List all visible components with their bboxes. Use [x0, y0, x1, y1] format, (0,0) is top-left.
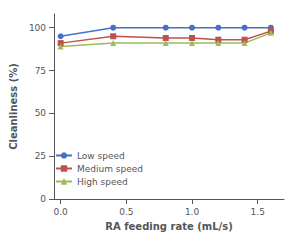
svg-text:75: 75	[35, 66, 46, 76]
svg-text:1.0: 1.0	[185, 207, 200, 217]
svg-text:50: 50	[35, 108, 47, 118]
svg-text:25: 25	[35, 151, 46, 161]
svg-text:0.5: 0.5	[119, 207, 133, 217]
svg-text:Cleanliness (%): Cleanliness (%)	[8, 63, 19, 150]
svg-text:RA feeding rate (mL/s): RA feeding rate (mL/s)	[105, 221, 232, 232]
svg-text:0: 0	[40, 194, 46, 204]
svg-text:0.0: 0.0	[53, 207, 68, 217]
svg-text:Medium speed: Medium speed	[77, 164, 143, 174]
svg-text:100: 100	[29, 23, 46, 33]
svg-text:High speed: High speed	[77, 177, 128, 187]
svg-text:Low speed: Low speed	[77, 151, 125, 161]
svg-text:1.5: 1.5	[251, 207, 265, 217]
